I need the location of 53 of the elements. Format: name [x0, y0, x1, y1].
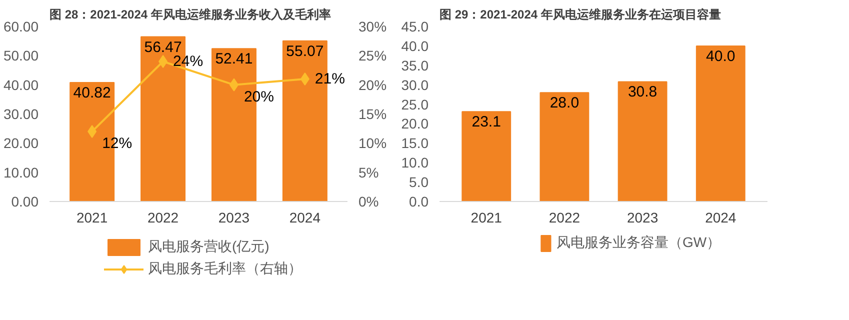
y2-tick-label: 30%: [358, 18, 387, 34]
y2-tick-label: 5%: [358, 164, 379, 180]
data-label: 52.41: [215, 50, 253, 68]
chart-title: 图 28：2021-2024 年风电运维服务业务收入及毛利率: [50, 8, 331, 22]
x-tick-label: 2021: [470, 210, 502, 226]
y-tick-label: 40.00: [3, 76, 39, 93]
y2-tick-label: 25%: [358, 48, 387, 64]
data-label: 30.8: [628, 84, 658, 101]
y-tick-label: 50.00: [3, 48, 39, 64]
y-tick-label: 25.0: [401, 96, 429, 112]
y-tick-label: 0.0: [409, 194, 429, 210]
legend-label: 风电服务业务容量（GW）: [556, 234, 721, 252]
bar: [540, 92, 590, 202]
point: [158, 55, 168, 68]
y-tick-label: 45.0: [401, 18, 429, 34]
y-tick-label: 20.00: [3, 135, 39, 152]
legend-label: 风电服务毛利率（右轴）: [148, 260, 302, 278]
y2-tick-label: 20%: [358, 76, 387, 93]
data-label: 40.0: [706, 48, 736, 65]
data-label: 56.47: [144, 38, 182, 56]
x-tick-label: 2024: [289, 210, 321, 226]
y-tick-label: 15.0: [401, 135, 429, 152]
y-tick-label: 20.0: [401, 116, 429, 132]
y-tick-label: 10.00: [3, 164, 39, 180]
data-label: 40.82: [73, 84, 111, 102]
x-tick-label: 2023: [626, 210, 658, 226]
y-tick-label: 60.00: [3, 18, 39, 34]
data-label: 28.0: [550, 94, 580, 112]
bar: [462, 111, 512, 202]
y-tick-label: 5.0: [409, 174, 429, 190]
data-label: 55.07: [286, 42, 324, 60]
y2-tick-label: 15%: [358, 106, 387, 122]
y-tick-label: 30.00: [3, 106, 39, 122]
y2-tick-label: 10%: [358, 135, 387, 152]
chart-title: 图 29：2021-2024 年风电运维服务业务在运项目容量: [440, 8, 721, 22]
x-tick-label: 2024: [705, 210, 736, 226]
bar: [696, 45, 746, 202]
y-tick-label: 40.0: [401, 38, 429, 54]
y-tick-label: 35.0: [401, 57, 429, 74]
point: [300, 72, 310, 86]
x-tick-label: 2021: [76, 210, 108, 226]
y-tick-label: 10.0: [401, 154, 429, 171]
data-label: 23.1: [472, 114, 501, 131]
x-tick-label: 2022: [548, 210, 580, 226]
point: [88, 125, 97, 138]
x-tick-label: 2022: [147, 210, 179, 226]
y-tick-label: 30.0: [401, 76, 429, 93]
y2-tick-label: 0%: [358, 194, 379, 210]
bar: [618, 81, 668, 202]
legend-label: 风电服务营收(亿元): [148, 238, 270, 256]
x-tick-label: 2023: [218, 210, 250, 226]
y-tick-label: 0.00: [11, 194, 39, 210]
point: [229, 78, 238, 92]
